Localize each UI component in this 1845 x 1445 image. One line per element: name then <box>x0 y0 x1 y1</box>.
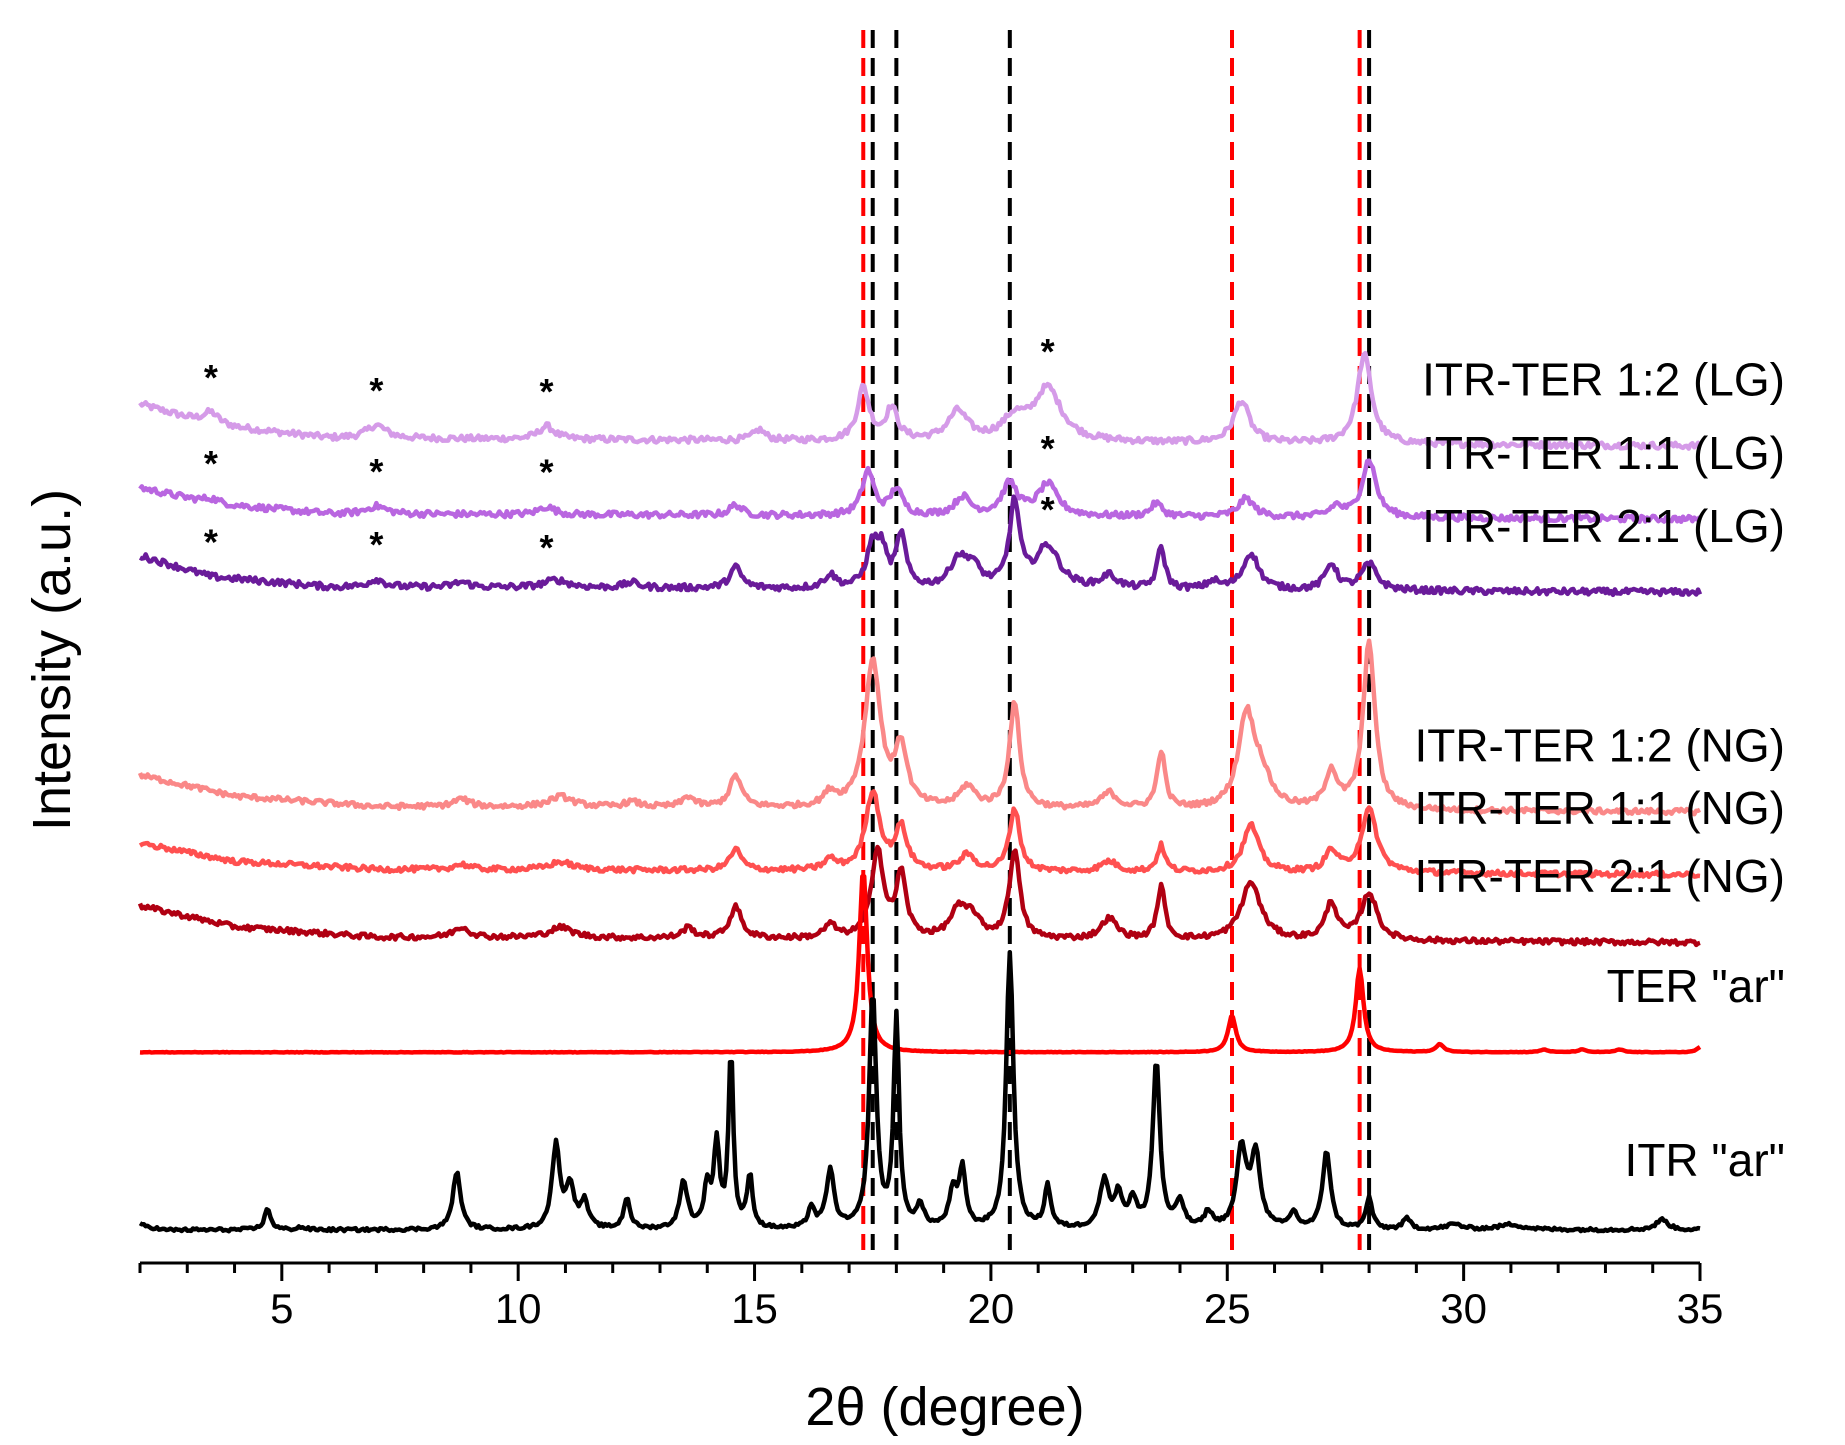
x-axis: 5 10 15 20 25 30 35 <box>138 1261 1724 1332</box>
series-trace-2 <box>138 458 1702 525</box>
peak-marker-star: * <box>1041 489 1055 530</box>
peak-marker-star: * <box>540 371 554 412</box>
peak-marker-star: * <box>540 527 554 568</box>
x-axis-title: 2θ (degree) <box>805 1377 1084 1437</box>
peak-marker-star: * <box>204 521 218 562</box>
series-label-3: ITR-TER 2:1 (LG) <box>1422 500 1785 552</box>
peak-marker-star: * <box>204 357 218 398</box>
x-tick-label: 30 <box>1440 1285 1487 1332</box>
series-label-8: ITR "ar" <box>1625 1134 1785 1186</box>
series-trace-8 <box>138 949 1701 1234</box>
series-trace-3 <box>138 494 1703 598</box>
series-label-4: ITR-TER 1:2 (NG) <box>1414 719 1785 771</box>
peak-marker-star: * <box>204 443 218 484</box>
x-tick-label: 20 <box>968 1285 1015 1332</box>
x-tick-label: 35 <box>1677 1285 1724 1332</box>
peak-markers: * * * * * * * * * * * * <box>204 331 1055 568</box>
series-label-2: ITR-TER 1:1 (LG) <box>1422 427 1785 479</box>
series-label-7: TER "ar" <box>1607 960 1785 1012</box>
x-tick-label: 10 <box>495 1285 542 1332</box>
series-label-5: ITR-TER 1:1 (NG) <box>1414 782 1785 834</box>
y-axis-title: Intensity (a.u.) <box>22 489 82 831</box>
series-layer <box>137 350 1703 1234</box>
series-trace-4 <box>137 638 1702 817</box>
peak-marker-star: * <box>369 524 383 565</box>
x-tick-label: 15 <box>731 1285 778 1332</box>
x-tick-label: 5 <box>270 1285 293 1332</box>
reference-lines <box>861 30 1372 1250</box>
series-label-1: ITR-TER 1:2 (LG) <box>1422 353 1785 405</box>
series-labels: ITR-TER 1:2 (LG) ITR-TER 1:1 (LG) ITR-TER … <box>1414 353 1785 1186</box>
peak-marker-star: * <box>1041 428 1055 469</box>
peak-marker-star: * <box>1041 331 1055 372</box>
series-label-6: ITR-TER 2:1 (NG) <box>1414 850 1785 902</box>
series-trace-7 <box>139 874 1702 1055</box>
peak-marker-star: * <box>369 370 383 411</box>
peak-marker-star: * <box>540 452 554 493</box>
x-tick-label: 25 <box>1204 1285 1251 1332</box>
series-trace-5 <box>138 789 1701 879</box>
series-trace-1 <box>138 350 1703 451</box>
series-trace-6 <box>137 844 1701 948</box>
peak-marker-star: * <box>369 451 383 492</box>
